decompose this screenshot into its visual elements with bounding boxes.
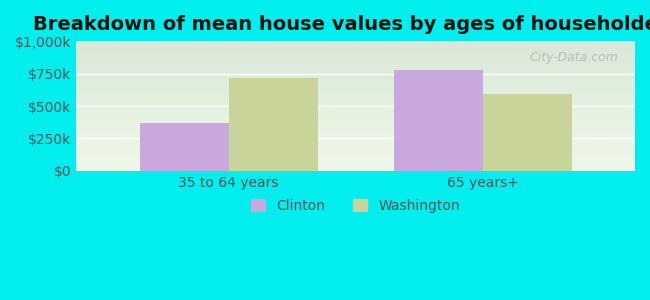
- Bar: [394, 70, 483, 171]
- Bar: [140, 123, 229, 171]
- Bar: [483, 94, 571, 171]
- Title: Breakdown of mean house values by ages of householders: Breakdown of mean house values by ages o…: [32, 15, 650, 34]
- Text: City-Data.com: City-Data.com: [529, 52, 618, 64]
- Legend: Clinton, Washington: Clinton, Washington: [246, 194, 465, 218]
- Bar: [229, 78, 318, 171]
